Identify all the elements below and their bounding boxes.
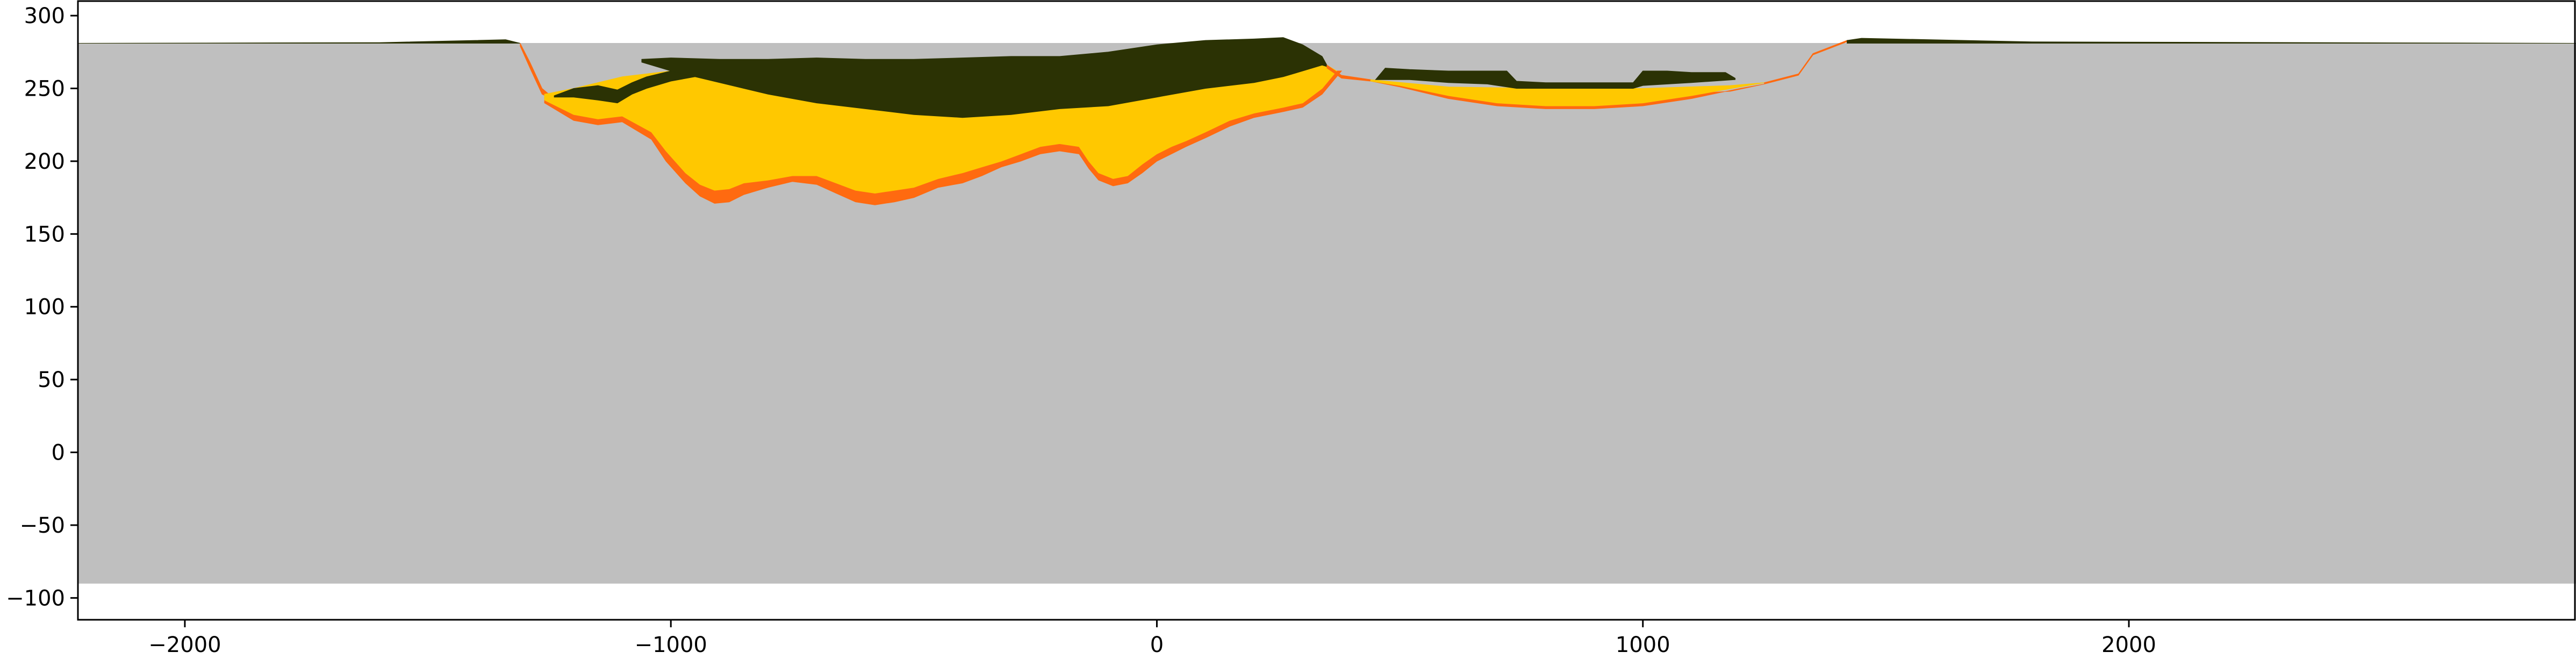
axes: −2000 −1000 0 1000 2000 −100 −50 0 50 100 150 200 25… bbox=[6, 0, 2576, 657]
x-tick-label: 2000 bbox=[2101, 633, 2156, 657]
y-tick-label: 300 bbox=[24, 4, 65, 28]
y-tick-label: −100 bbox=[6, 586, 65, 611]
y-tick-label: 250 bbox=[24, 76, 65, 101]
series-basement bbox=[78, 43, 2576, 584]
y-tick-label: 200 bbox=[24, 149, 65, 174]
x-tick-label: −1000 bbox=[635, 633, 707, 657]
y-tick-label: 50 bbox=[38, 368, 65, 392]
y-tick-label: 100 bbox=[24, 295, 65, 320]
x-tick-label: −2000 bbox=[148, 633, 221, 657]
series-east-shallow-dark bbox=[1375, 68, 1736, 89]
x-tick-label: 1000 bbox=[1616, 633, 1670, 657]
y-tick-label: −50 bbox=[20, 513, 65, 538]
series-layer bbox=[78, 37, 2576, 584]
plot-area bbox=[78, 37, 2576, 584]
y-tick-label: 150 bbox=[24, 222, 65, 247]
series-east-bank-surface bbox=[1847, 38, 2576, 44]
x-tick-label: 0 bbox=[1150, 633, 1164, 657]
series-west-bank-surface bbox=[78, 39, 521, 44]
y-tick-label: 0 bbox=[52, 441, 65, 465]
axes-frame bbox=[77, 0, 2576, 621]
